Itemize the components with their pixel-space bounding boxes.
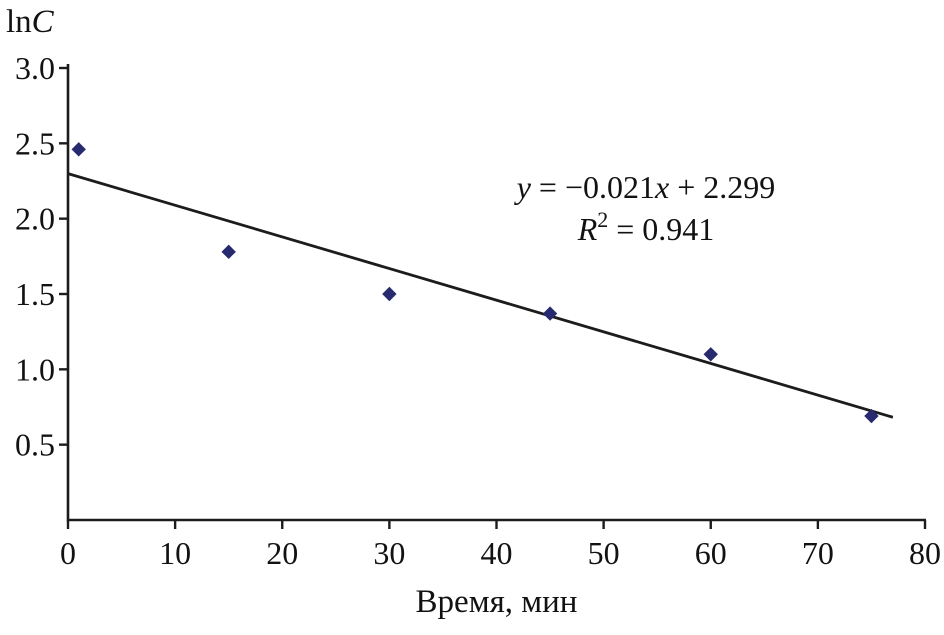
axes xyxy=(66,64,926,522)
annotation-r-squared: R2 = 0.941 xyxy=(577,207,715,247)
annotation-equation: y = −0.021x + 2.299 xyxy=(514,169,776,205)
x-tick-label: 70 xyxy=(802,535,834,571)
y-tick-label: 2.5 xyxy=(15,125,55,161)
x-tick-label: 80 xyxy=(909,535,941,571)
x-tick-label: 0 xyxy=(60,535,76,571)
x-tick-label: 60 xyxy=(695,535,727,571)
y-axis-label: lnC xyxy=(6,4,55,40)
y-tick-label: 1.5 xyxy=(15,276,55,312)
x-tick-label: 20 xyxy=(266,535,298,571)
x-tick-label: 30 xyxy=(373,535,405,571)
x-axis-label: Время, мин xyxy=(416,584,578,620)
y-tick-label: 3.0 xyxy=(15,50,55,86)
data-point-marker xyxy=(71,142,86,157)
data-point-marker xyxy=(864,408,879,424)
x-tick-label: 50 xyxy=(588,535,620,571)
data-point-marker xyxy=(542,306,558,321)
y-tick-label: 1.0 xyxy=(15,351,55,387)
data-point-marker xyxy=(382,286,397,302)
data-point-marker xyxy=(221,244,236,260)
data-point-marker xyxy=(703,347,718,362)
y-tick-label: 2.0 xyxy=(15,201,55,237)
x-tick-label: 10 xyxy=(159,535,191,571)
trendline xyxy=(67,172,894,419)
y-tick-label: 0.5 xyxy=(15,427,55,463)
x-tick-label: 40 xyxy=(481,535,513,571)
